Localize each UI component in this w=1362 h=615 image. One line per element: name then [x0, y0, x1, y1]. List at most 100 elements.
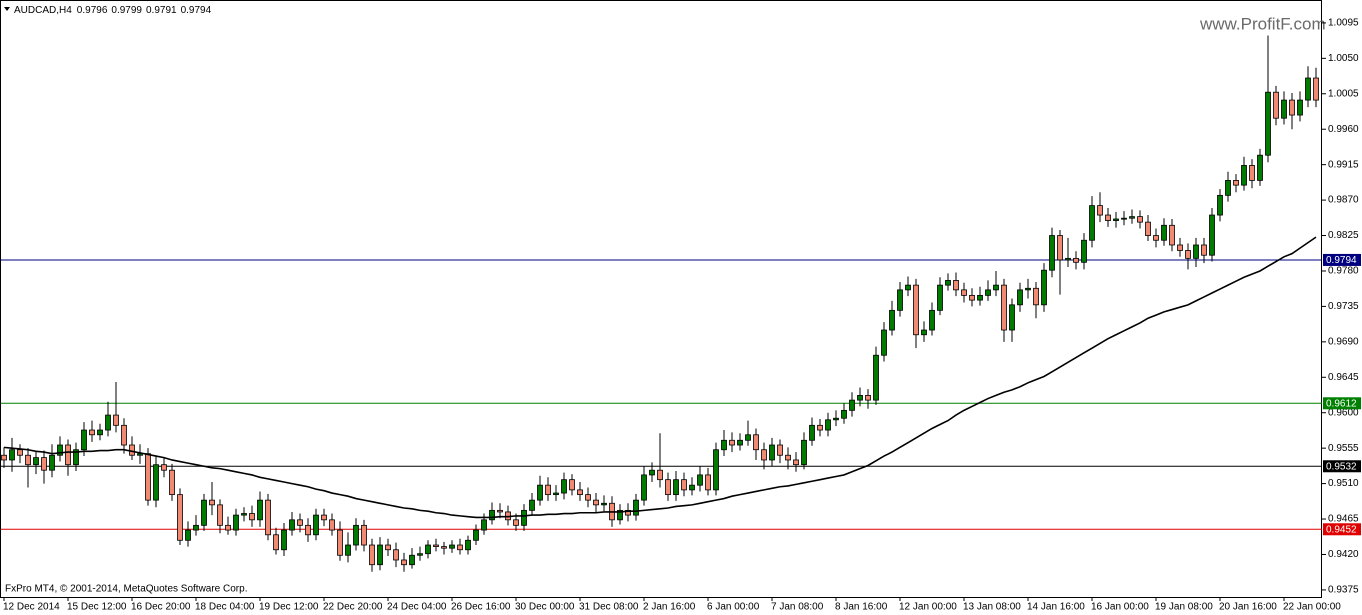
candle-body: [961, 289, 967, 296]
y-tick-label: 1.0005: [1328, 88, 1359, 99]
x-tick-label: 20 Jan 16:00: [1219, 602, 1277, 613]
candle-body: [9, 449, 15, 461]
candle-body: [457, 544, 463, 551]
candle-body: [841, 409, 847, 419]
candle-body: [585, 494, 591, 501]
footer: FxPro MT4, © 2001-2014, MetaQuotes Softw…: [5, 584, 247, 595]
candle-body: [1065, 257, 1071, 261]
x-tick-label: 12 Dec 2014: [3, 602, 60, 613]
candle-body: [233, 514, 239, 531]
y-tick-label: 0.9555: [1328, 443, 1359, 454]
candle-body: [745, 434, 751, 441]
x-tick-label: 14 Jan 16:00: [1027, 602, 1085, 613]
x-tick-label: 30 Dec 00:00: [515, 602, 575, 613]
y-tick-label: 0.9735: [1328, 301, 1359, 312]
candle-body: [689, 484, 695, 491]
candle-body: [777, 444, 783, 456]
moving-average: [3, 236, 1317, 519]
candle-body: [305, 524, 311, 536]
candle-body: [665, 479, 671, 496]
candle-body: [209, 499, 215, 506]
candle-body: [577, 489, 583, 496]
menu-arrow[interactable]: [4, 7, 10, 11]
candle-body: [753, 434, 759, 451]
candle-body: [761, 449, 767, 461]
candle-body: [281, 529, 287, 551]
y-tick-label: 1.0050: [1328, 53, 1359, 64]
x-tick-label: 19 Jan 08:00: [1155, 602, 1213, 613]
candle-body: [633, 499, 639, 516]
high-price: 0.9799: [111, 5, 142, 16]
candle-body: [857, 394, 863, 401]
x-tick-label: 26 Dec 16:00: [451, 602, 511, 613]
candle-body: [673, 479, 679, 496]
candle-body: [785, 454, 791, 461]
candle-body: [25, 454, 31, 466]
price-label: 0.9532: [1326, 461, 1357, 472]
candle-body: [185, 529, 191, 541]
price-label-box: [1323, 253, 1361, 266]
x-tick-label: 16 Jan 00:00: [1091, 602, 1149, 613]
candle-body: [1185, 250, 1191, 259]
candle-body: [649, 469, 655, 476]
candle-body: [153, 464, 159, 501]
chart-header: AUDCAD,H4 0.9796 0.9799 0.9791 0.9794: [14, 5, 212, 16]
candle-body: [481, 519, 487, 531]
candle-body: [1089, 205, 1095, 241]
candle-body: [1161, 224, 1167, 241]
candle-body: [801, 439, 807, 466]
low-price: 0.9791: [146, 5, 177, 16]
candle-body: [497, 509, 503, 513]
candle-body: [1073, 257, 1079, 263]
candle-body: [1113, 218, 1119, 221]
price-label-box: [1323, 397, 1361, 410]
candle-body: [1105, 214, 1111, 221]
candle-body: [433, 544, 439, 547]
price-label-box: [1323, 460, 1361, 473]
candle-body: [425, 544, 431, 555]
candle-body: [1169, 224, 1175, 246]
candle-body: [297, 519, 303, 526]
candle-body: [1289, 99, 1295, 116]
candle-body: [881, 329, 887, 356]
candle-body: [337, 529, 343, 556]
y-tick-label: 0.9465: [1328, 514, 1359, 525]
candle-body: [921, 329, 927, 336]
candle-body: [1025, 287, 1031, 291]
candle-body: [1225, 180, 1231, 196]
candle-body: [489, 509, 495, 521]
candle-body: [833, 417, 839, 421]
candle-body: [1153, 235, 1159, 241]
x-tick-label: 19 Dec 12:00: [259, 602, 319, 613]
candle-body: [241, 513, 247, 516]
candle-body: [793, 459, 799, 466]
x-tick-label: 18 Dec 04:00: [195, 602, 255, 613]
y-tick-label: 0.9870: [1328, 195, 1359, 206]
candle-body: [1129, 216, 1135, 219]
x-tick-label: 13 Jan 08:00: [963, 602, 1021, 613]
candle-body: [849, 399, 855, 411]
candle-body: [345, 544, 351, 556]
candle-body: [465, 539, 471, 551]
y-tick-label: 0.9420: [1328, 549, 1359, 560]
candle-body: [273, 534, 279, 551]
candle-body: [865, 394, 871, 401]
candle-body: [249, 513, 255, 521]
candle-body: [593, 499, 599, 506]
candle-body: [529, 499, 535, 511]
candle-body: [825, 419, 831, 431]
x-tick-label: 22 Dec 20:00: [323, 602, 383, 613]
x-tick-label: 22 Jan 00:00: [1283, 602, 1341, 613]
candle-body: [1041, 269, 1047, 306]
candle-body: [945, 280, 951, 286]
y-tick-label: 0.9510: [1328, 478, 1359, 489]
candle-body: [17, 449, 23, 456]
candle-body: [177, 494, 183, 541]
candle-body: [1257, 154, 1263, 181]
y-tick-label: 0.9960: [1328, 124, 1359, 135]
candle-body: [1209, 214, 1215, 256]
candle-body: [105, 414, 111, 431]
open-price: 0.9796: [77, 5, 108, 16]
candle-body: [1233, 180, 1239, 186]
